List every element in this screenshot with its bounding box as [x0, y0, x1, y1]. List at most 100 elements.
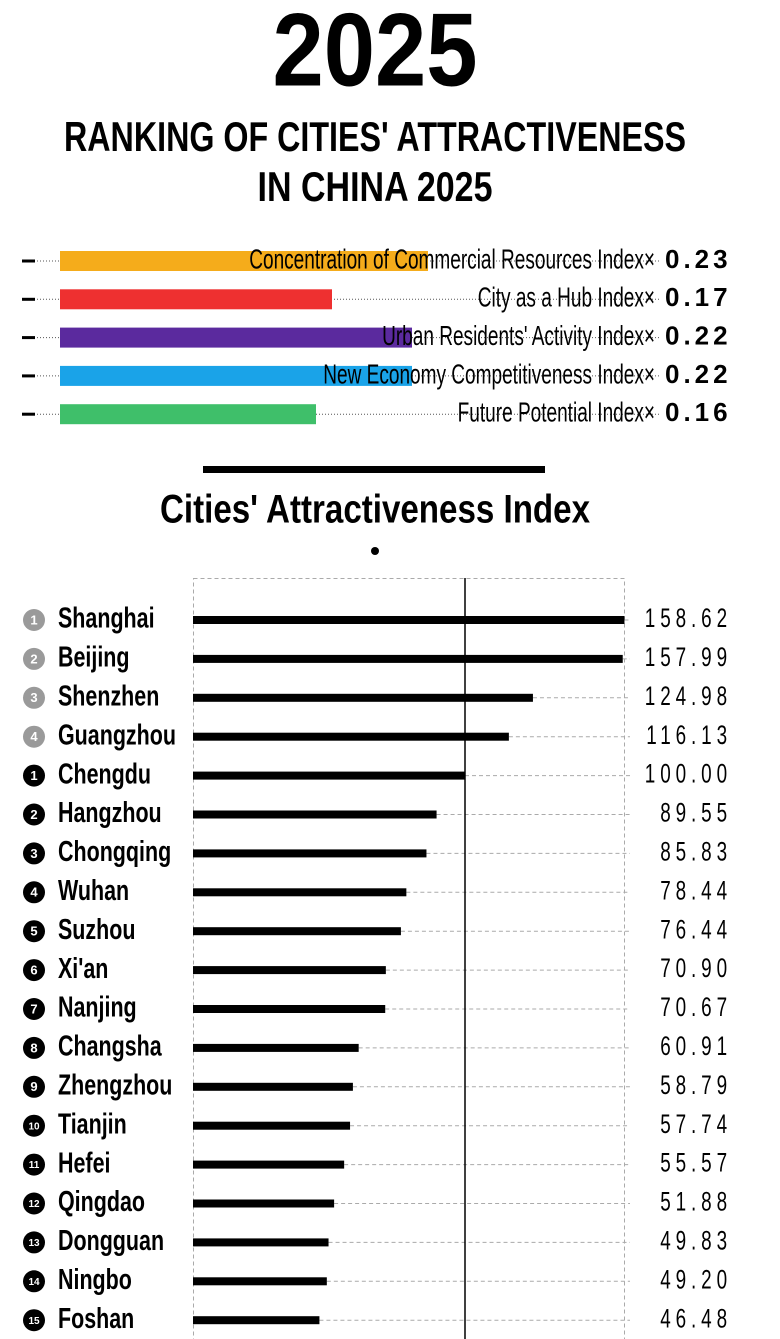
value-label: 58.79 — [660, 1070, 732, 1100]
weight-value: 0.16 — [665, 397, 732, 427]
city-name: Hangzhou — [58, 797, 162, 829]
value-label: 70.90 — [660, 953, 732, 983]
weight-label: Urban Residents' Activity Index× — [382, 320, 655, 352]
bar — [193, 732, 509, 741]
rank-badge — [23, 686, 45, 709]
rank-number: 4 — [30, 729, 38, 744]
value-label: 60.91 — [660, 1031, 732, 1061]
rank-badge — [23, 647, 45, 670]
weight-label: City as a Hub Index× — [478, 282, 655, 314]
rank-badge — [23, 725, 45, 748]
weight-label: Future Potential Index× — [458, 397, 655, 429]
rank-number: 5 — [30, 924, 37, 939]
rank-badge — [23, 1114, 45, 1137]
city-name: Dongguan — [58, 1225, 164, 1257]
value-label: 55.57 — [660, 1147, 732, 1177]
value-label: 78.44 — [660, 875, 732, 905]
weight-value: 0.17 — [665, 282, 732, 312]
value-label: 89.55 — [660, 797, 732, 827]
dash — [22, 374, 35, 378]
weight-value: 0.23 — [665, 244, 732, 274]
rank-number: 3 — [30, 690, 37, 705]
rank-badge — [23, 920, 45, 943]
weight-bar — [60, 365, 412, 386]
rank-badge — [23, 998, 45, 1020]
value-label: 157.99 — [645, 642, 732, 672]
bar — [193, 1238, 329, 1247]
weight-value: 0.22 — [665, 320, 732, 350]
weight-bar — [60, 404, 316, 425]
value-label: 51.88 — [660, 1186, 732, 1216]
value-label: 49.83 — [660, 1225, 732, 1255]
city-name: Foshan — [58, 1303, 134, 1335]
city-name: Xi'an — [58, 953, 108, 985]
title-line: IN CHINA 2025 — [258, 163, 493, 210]
city-name: Zhengzhou — [58, 1069, 172, 1101]
weight-label: Concentration of Commercial Resources In… — [249, 244, 655, 276]
rank-badge — [23, 1192, 45, 1215]
rank-number: 3 — [30, 846, 37, 861]
value-label: 70.67 — [660, 992, 732, 1022]
city-name: Changsha — [58, 1031, 162, 1063]
rank-number: 2 — [30, 651, 37, 666]
city-name: Suzhou — [58, 914, 135, 946]
city-name: Ningbo — [58, 1264, 132, 1296]
dot — [371, 547, 379, 555]
dash — [22, 297, 35, 301]
city-name: Nanjing — [58, 992, 137, 1024]
weight-label: New Economy Competitiveness Index× — [323, 359, 655, 391]
city-name: Chengdu — [58, 758, 151, 790]
bar-chart: 1 Shanghai 158.622 Beijing 157.993 Shenzhen 12… — [23, 578, 732, 1339]
value-label: 46.48 — [660, 1303, 732, 1333]
rank-number: 1 — [30, 612, 37, 627]
dash — [22, 412, 35, 416]
city-name: Qingdao — [58, 1186, 145, 1218]
bar — [193, 654, 623, 663]
value-label: 57.74 — [660, 1109, 732, 1139]
value-label: 85.83 — [660, 836, 732, 866]
rank-number: 15 — [28, 1316, 40, 1327]
weight-bar — [60, 251, 428, 271]
rank-badge — [23, 881, 45, 904]
city-name: Beijing — [58, 642, 130, 674]
value-label: 116.13 — [646, 720, 732, 750]
chart-title: Cities' Attractiveness Index — [160, 488, 590, 532]
rank-badge — [23, 959, 45, 982]
bar — [193, 1043, 359, 1052]
divider — [203, 466, 545, 473]
city-name: Tianjin — [58, 1108, 127, 1140]
rank-number: 8 — [30, 1040, 37, 1055]
rank-badge — [23, 1309, 45, 1332]
rank-number: 13 — [28, 1238, 40, 1249]
bar — [193, 771, 465, 780]
bar — [193, 1005, 386, 1013]
bar — [193, 927, 401, 936]
value-label: 76.44 — [660, 914, 732, 944]
city-name: Wuhan — [58, 875, 129, 907]
value-label: 49.20 — [660, 1264, 732, 1294]
value-label: 100.00 — [645, 758, 732, 788]
rank-number: 2 — [30, 807, 37, 822]
dash — [22, 336, 35, 340]
bar — [193, 616, 625, 624]
city-name: Hefei — [58, 1147, 110, 1179]
bar — [193, 1316, 320, 1325]
rank-badge — [23, 1075, 45, 1098]
bar — [193, 1121, 351, 1130]
rank-number: 1 — [30, 768, 37, 783]
rank-number: 14 — [28, 1277, 40, 1288]
rank-badge — [23, 1036, 45, 1059]
value-label: 158.62 — [645, 603, 732, 633]
bar — [193, 966, 386, 975]
rank-badge — [23, 764, 45, 787]
city-name: Guangzhou — [58, 719, 176, 751]
rank-number: 9 — [30, 1079, 37, 1094]
bar — [193, 1277, 327, 1286]
rank-badge — [23, 842, 45, 865]
rank-badge — [23, 1270, 45, 1293]
city-name: Shanghai — [58, 603, 155, 635]
dash — [22, 259, 35, 263]
rank-number: 6 — [30, 963, 37, 978]
plot-frame — [193, 578, 625, 1339]
